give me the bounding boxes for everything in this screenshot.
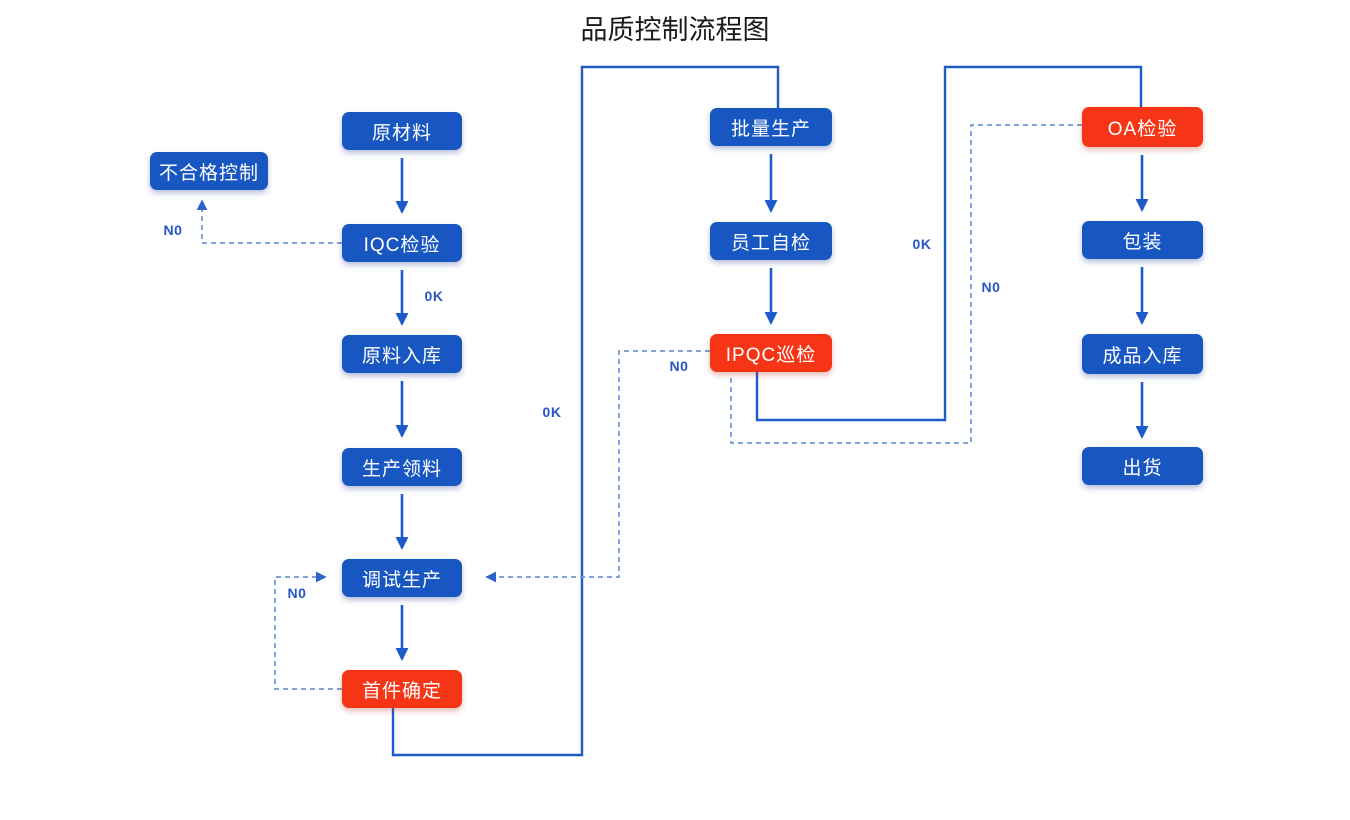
node-label: 员工自检 — [730, 232, 811, 254]
node-label: 包装 — [1122, 231, 1163, 253]
node-label: 原料入库 — [361, 345, 442, 367]
edge-label-oa-no: N0 — [981, 279, 1001, 295]
node-label: IQC检验 — [363, 234, 441, 256]
node-shipping: 出货 — [1082, 447, 1203, 485]
node-label: 不合格控制 — [158, 162, 259, 184]
node-nonconforming-control: 不合格控制 — [150, 152, 268, 190]
node-label: 出货 — [1122, 457, 1163, 479]
edge-label-iqc-ok: 0K — [424, 288, 444, 304]
edge-iqc-no-to-nonconforming — [196, 199, 342, 244]
edge-label-first-article-ok: 0K — [542, 404, 562, 420]
node-employee-self-check: 员工自检 — [710, 222, 832, 260]
edge-label-first-article-no: N0 — [287, 585, 307, 601]
node-label: 首件确定 — [361, 680, 442, 702]
edge-first-article-no-to-debug — [274, 571, 342, 690]
edge-ipqc-to-oa — [755, 65, 1143, 422]
node-material-warehousing: 原料入库 — [342, 335, 462, 373]
node-batch-production: 批量生产 — [710, 108, 832, 146]
node-debug-production: 调试生产 — [342, 559, 462, 597]
edge-label-ipqc-no: N0 — [669, 358, 689, 374]
node-production-picking: 生产领料 — [342, 448, 462, 486]
node-label: IPQC巡检 — [725, 344, 817, 366]
edge-label-iqc-no: N0 — [163, 222, 183, 238]
node-label: OA检验 — [1107, 118, 1178, 140]
node-label: 原材料 — [371, 122, 432, 144]
node-oa-inspection: OA检验 — [1082, 107, 1203, 147]
node-label: 生产领料 — [361, 458, 442, 480]
node-label: 调试生产 — [361, 569, 442, 591]
node-label: 批量生产 — [730, 118, 811, 140]
node-ipqc-patrol: IPQC巡检 — [710, 334, 832, 372]
edge-label-ipqc-ok: 0K — [912, 236, 932, 252]
diagram-title: 品质控制流程图 — [580, 15, 770, 45]
node-packing: 包装 — [1082, 221, 1203, 259]
node-iqc-inspection: IQC检验 — [342, 224, 462, 262]
node-label: 成品入库 — [1102, 345, 1183, 367]
node-raw-material: 原材料 — [342, 112, 462, 150]
node-finished-warehousing: 成品入库 — [1082, 334, 1203, 374]
edge-first-article-to-batch — [391, 65, 780, 757]
edge-ipqc-no-to-debug — [485, 350, 710, 583]
node-first-article-confirm: 首件确定 — [342, 670, 462, 708]
edge-oa-no-to-ipqc — [730, 124, 1082, 444]
